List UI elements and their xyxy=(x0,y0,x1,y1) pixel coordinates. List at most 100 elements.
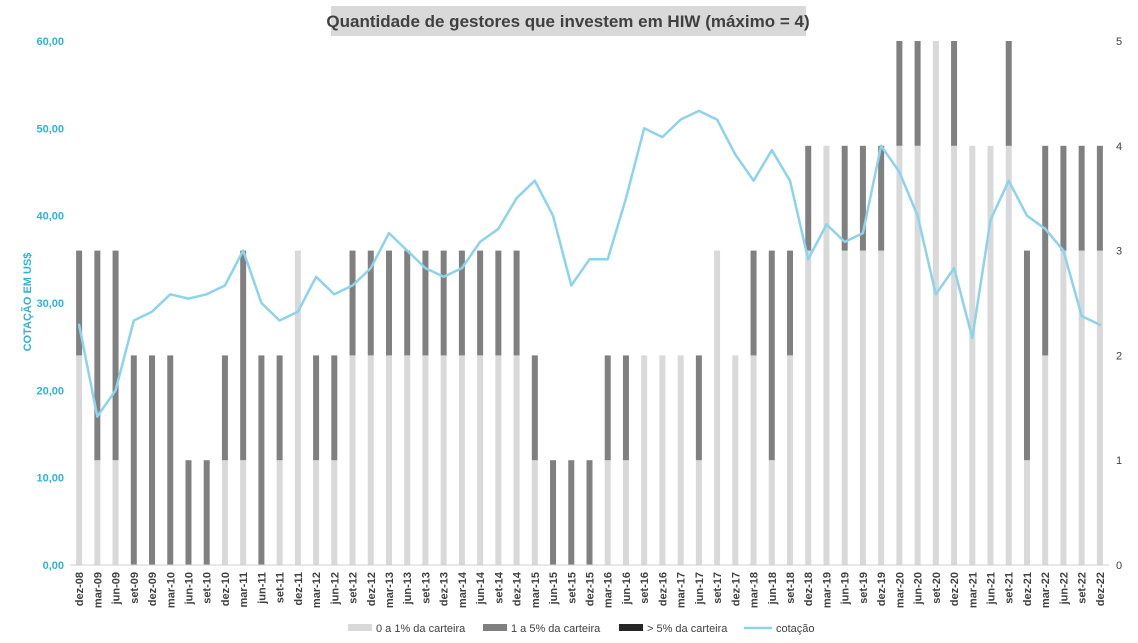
bar-segment xyxy=(951,145,958,566)
right-tick-label: 5 xyxy=(1116,36,1122,48)
x-tick-label: jun-13 xyxy=(402,572,414,605)
bar-segment xyxy=(185,460,192,565)
x-tick-label: mar-14 xyxy=(457,571,469,608)
bar-segment xyxy=(1096,250,1103,565)
bar-segment xyxy=(294,250,301,565)
bar-segment xyxy=(622,355,629,461)
bar-segment xyxy=(385,355,392,565)
bar-segment xyxy=(604,460,611,565)
bar-segment xyxy=(331,355,338,461)
x-tick-label: jun-19 xyxy=(840,572,852,605)
x-tick-label: set-13 xyxy=(420,572,432,604)
x-tick-label: mar-21 xyxy=(967,572,979,608)
x-tick-label: dez-13 xyxy=(439,572,451,606)
x-tick-label: dez-12 xyxy=(366,572,378,606)
bar-segment xyxy=(404,250,411,356)
bar-segment xyxy=(896,145,903,566)
bar-segment xyxy=(495,250,502,356)
bar-segment xyxy=(914,145,921,566)
x-tick-label: dez-11 xyxy=(293,572,305,606)
x-tick-label: jun-15 xyxy=(548,572,560,605)
bar-segment xyxy=(859,250,866,565)
bar-segment xyxy=(859,145,866,251)
bar-segment xyxy=(276,460,283,565)
bar-segment xyxy=(1023,460,1030,565)
bar-segment xyxy=(313,355,320,461)
right-tick-label: 2 xyxy=(1116,350,1122,362)
right-tick-label: 4 xyxy=(1116,141,1122,153)
x-tick-label: set-22 xyxy=(1077,572,1089,604)
x-tick-label: dez-15 xyxy=(585,572,597,606)
x-tick-label: mar-13 xyxy=(384,572,396,608)
bar-segment xyxy=(677,355,684,565)
bar-segment xyxy=(622,460,629,565)
legend-label: 0 a 1% da carteira xyxy=(376,623,466,635)
price-line xyxy=(77,109,1102,418)
bar-segment xyxy=(805,145,812,251)
bar-segment xyxy=(258,355,265,565)
legend-label: cotação xyxy=(776,623,815,635)
bar-segment xyxy=(349,250,356,356)
legend: 0 a 1% da carteira 1 a 5% da carteira > 5%… xyxy=(348,623,815,635)
x-tick-label: jun-17 xyxy=(694,572,706,605)
x-tick-label: jun-21 xyxy=(986,572,998,605)
x-tick-label: dez-10 xyxy=(220,572,232,606)
x-tick-label: dez-19 xyxy=(876,572,888,606)
bar-segment xyxy=(1005,41,1012,146)
bar-segment xyxy=(422,250,429,356)
bar-segment xyxy=(805,250,812,565)
x-tick-label: mar-17 xyxy=(676,572,688,608)
bar-segment xyxy=(1042,145,1049,356)
x-tick-label: mar-10 xyxy=(165,572,177,608)
x-tick-label: mar-19 xyxy=(821,572,833,608)
bar-segment xyxy=(240,250,247,461)
left-tick-label: 10,00 xyxy=(36,473,64,485)
bar-segment xyxy=(531,460,538,565)
bar-segment xyxy=(914,41,921,146)
bar-segment xyxy=(276,355,283,461)
left-axis-ticks: 0,00 10,00 20,00 30,00 40,00 50,00 60,00 xyxy=(36,36,64,572)
bar-segment xyxy=(896,41,903,146)
bar-segment xyxy=(604,355,611,461)
bar-segment xyxy=(1060,250,1067,565)
x-tick-label: dez-20 xyxy=(949,572,961,606)
x-tick-label: mar-11 xyxy=(238,572,250,607)
x-tick-label: set-17 xyxy=(712,572,724,604)
bar-segment xyxy=(440,355,447,565)
chart-title: Quantidade de gestores que investem em H… xyxy=(326,12,809,31)
bar-segment xyxy=(1023,250,1030,461)
y-axis-label: COTAÇÃO EM US$ xyxy=(21,253,34,352)
bar-segment xyxy=(367,355,374,565)
bar-segment xyxy=(878,145,885,251)
left-tick-label: 30,00 xyxy=(36,298,64,310)
bar-segment xyxy=(1005,145,1012,566)
bar-segment xyxy=(458,250,465,356)
x-tick-label: mar-15 xyxy=(530,572,542,608)
bar-segment xyxy=(221,460,228,565)
bar-segment xyxy=(240,460,247,565)
left-tick-label: 0,00 xyxy=(43,560,64,572)
bar-segment xyxy=(732,355,739,565)
bar-segment xyxy=(750,355,757,565)
right-tick-label: 0 xyxy=(1116,560,1122,572)
bar-segment xyxy=(531,355,538,461)
bar-segment xyxy=(76,250,83,356)
bar-segment xyxy=(568,460,575,565)
legend-label: > 5% da carteira xyxy=(647,623,728,635)
legend-swatch xyxy=(483,624,507,631)
bar-segment xyxy=(932,41,939,565)
x-tick-label: mar-12 xyxy=(311,572,323,608)
x-axis-ticks: dez-08 mar-09 jun-09 set-09 dez-09 mar-10 jun-… xyxy=(74,571,1107,608)
x-tick-label: set-19 xyxy=(858,572,870,604)
bar-segment xyxy=(1096,145,1103,251)
x-tick-label: mar-18 xyxy=(749,572,761,608)
bar-segment xyxy=(76,355,83,565)
bar-segment xyxy=(586,460,593,565)
right-tick-label: 1 xyxy=(1116,455,1122,467)
x-tick-label: jun-14 xyxy=(475,571,487,605)
x-tick-label: jun-18 xyxy=(767,572,779,605)
x-tick-label: dez-21 xyxy=(1022,572,1034,606)
x-tick-label: set-18 xyxy=(785,572,797,604)
x-tick-label: set-20 xyxy=(931,572,943,604)
